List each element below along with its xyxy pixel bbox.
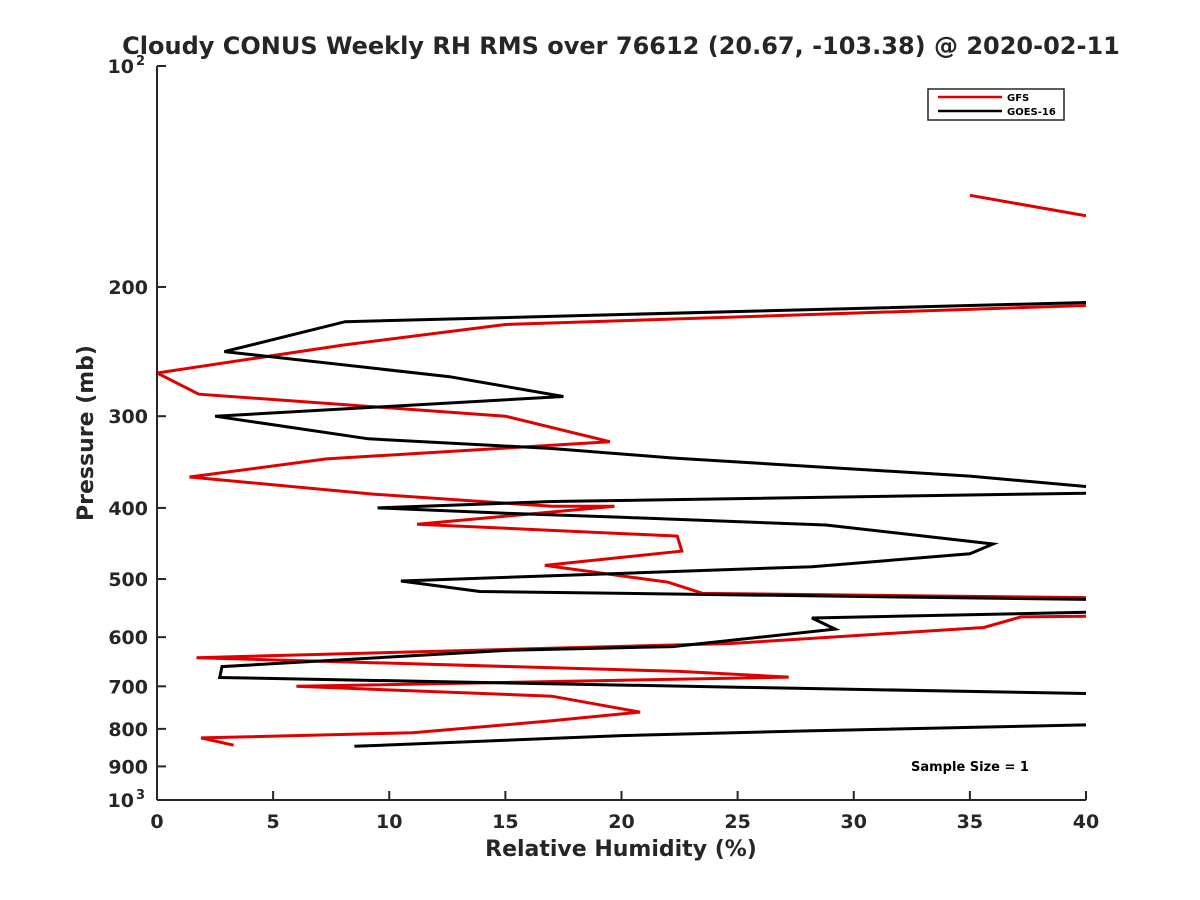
y-tick-label: 400 (108, 498, 148, 520)
x-axis-label: Relative Humidity (%) (485, 837, 757, 862)
y-tick-exponent: 3 (136, 788, 145, 803)
y-tick-label: 10 (108, 790, 134, 812)
y-tick-label: 700 (108, 676, 148, 698)
y-tick-label: 600 (108, 627, 148, 649)
x-tick-label: 40 (1073, 811, 1099, 833)
y-tick-exponent: 2 (136, 54, 145, 69)
series-layer (157, 193, 1086, 748)
x-tick-label: 15 (492, 811, 518, 833)
x-tick-label: 35 (957, 811, 983, 833)
series-line-gfs-0 (969, 193, 1086, 218)
chart-title: Cloudy CONUS Weekly RH RMS over 76612 (2… (122, 32, 1120, 60)
series-line-gfs-2 (196, 614, 1086, 747)
x-ticks: 0 5 10 15 20 25 30 35 40 (150, 791, 1099, 833)
x-tick-label: 30 (841, 811, 867, 833)
legend-box (927, 88, 1065, 121)
series-line-gfs-1 (157, 304, 1086, 600)
series-line-goes16-1 (377, 491, 1086, 601)
y-tick-label: 300 (108, 406, 148, 428)
y-tick-label: 800 (108, 719, 148, 741)
y-axis-label: Pressure (mb) (74, 345, 99, 521)
series-line-goes16-3 (354, 723, 1086, 748)
y-tick-label: 200 (108, 277, 148, 299)
legend-label-goes16: GOES-16 (1007, 107, 1056, 118)
x-tick-label: 0 (150, 811, 163, 833)
sample-size-annotation: Sample Size = 1 (911, 760, 1029, 775)
legend-label-gfs: GFS (1007, 93, 1029, 104)
x-tick-label: 5 (267, 811, 280, 833)
series-line-goes16-2 (217, 610, 1086, 695)
y-tick-label: 900 (108, 756, 148, 778)
x-tick-label: 10 (376, 811, 402, 833)
x-tick-label: 20 (608, 811, 634, 833)
y-tick-label: 10 (108, 56, 134, 78)
legend: GFS GOES-16 (927, 88, 1065, 121)
series-line-goes16-0 (214, 301, 1086, 488)
x-tick-label: 25 (724, 811, 750, 833)
y-tick-label: 500 (108, 569, 148, 591)
